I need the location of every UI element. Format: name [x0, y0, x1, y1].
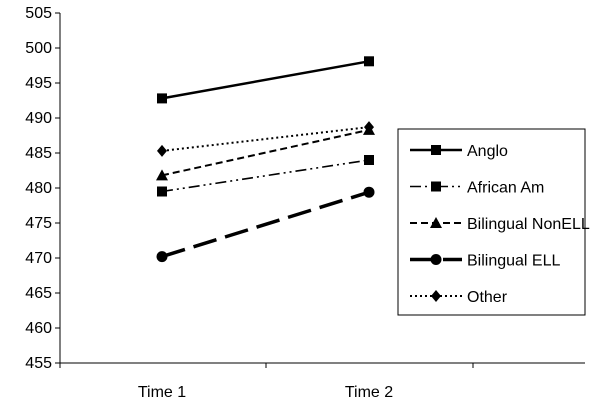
legend-item: Bilingual NonELL [410, 216, 590, 233]
legend-label: Other [467, 289, 508, 306]
legend-marker [430, 217, 442, 228]
data-point [157, 186, 167, 197]
series-bilingual-nonell [156, 123, 375, 181]
legend-marker [430, 254, 442, 265]
series-anglo [157, 56, 374, 104]
y-tick-label: 485 [25, 145, 52, 162]
legend-item: Anglo [410, 143, 508, 160]
data-point [156, 169, 168, 181]
x-axis-ticks: Time 1 Time 2 [59, 363, 474, 401]
y-tick-label: 490 [25, 110, 52, 127]
legend-item: Other [410, 289, 508, 306]
y-axis-ticks: 455 460 465 470 475 480 485 490 495 500 505 [25, 5, 60, 372]
legend-marker [431, 181, 441, 192]
series-line [161, 190, 370, 259]
series-line [161, 159, 370, 193]
series-other [157, 121, 374, 157]
y-tick-label: 470 [25, 250, 52, 267]
series-line [161, 126, 370, 152]
y-tick-label: 505 [25, 5, 52, 22]
series-line [161, 60, 370, 100]
x-tick-label: Time 1 [138, 384, 186, 401]
y-tick-label: 500 [25, 40, 52, 57]
y-tick-label: 465 [25, 285, 52, 302]
data-point [364, 56, 374, 67]
legend-item: Bilingual ELL [410, 253, 561, 270]
legend: Anglo African Am Bilingual NonELL Bilingual… [397, 128, 590, 316]
y-tick-label: 460 [25, 320, 52, 337]
series-layer [156, 56, 375, 263]
y-tick-label: 495 [25, 75, 52, 92]
data-point [157, 144, 167, 157]
series-african-am [157, 155, 374, 197]
x-tick-label: Time 2 [345, 384, 393, 401]
y-tick-label: 475 [25, 215, 52, 232]
data-point [363, 186, 375, 198]
legend-box [397, 128, 586, 316]
legend-label: Anglo [467, 143, 508, 160]
legend-item: African Am [410, 180, 544, 197]
y-tick-label: 455 [25, 355, 52, 372]
data-point [364, 155, 374, 165]
data-point [364, 121, 374, 134]
legend-label: Bilingual NonELL [467, 216, 590, 233]
legend-marker [431, 290, 441, 302]
data-point [156, 251, 168, 263]
legend-marker [431, 145, 441, 155]
y-tick-label: 480 [25, 180, 52, 197]
data-point [157, 93, 167, 104]
legend-label: African Am [467, 180, 544, 197]
legend-label: Bilingual ELL [467, 253, 561, 270]
series-bilingual-ell [156, 186, 375, 263]
series-line [161, 128, 370, 177]
